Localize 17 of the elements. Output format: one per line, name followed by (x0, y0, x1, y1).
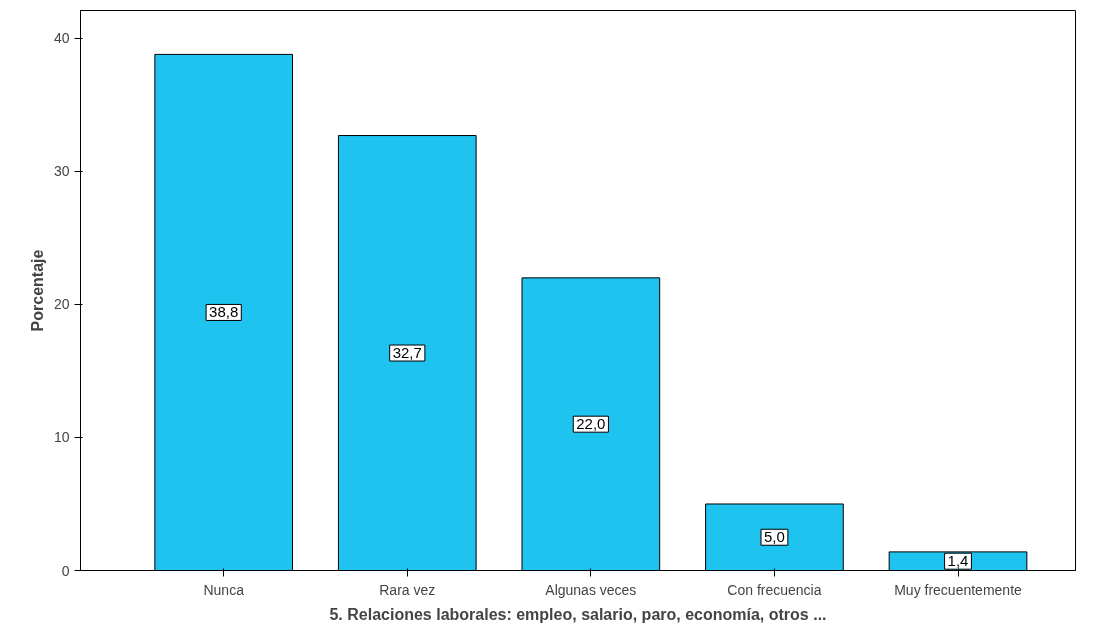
x-tick-label: Rara vez (379, 581, 436, 598)
data-label: 38,8 (209, 303, 239, 321)
data-label: 22,0 (576, 415, 606, 433)
y-tick-label: 30 (53, 163, 70, 180)
x-tick-label: Muy frecuentemente (894, 581, 1023, 598)
data-label: 1,4 (947, 552, 969, 570)
y-tick-label: 10 (53, 429, 70, 446)
x-tick-label: Nunca (203, 581, 245, 598)
data-label: 32,7 (392, 344, 422, 362)
x-tick-label: Con frecuencia (727, 581, 822, 598)
data-label: 5,0 (764, 528, 785, 546)
y-tick-label: 40 (53, 30, 70, 47)
y-axis-title: Porcentaje (28, 249, 46, 332)
y-tick-label: 0 (61, 562, 70, 579)
x-tick-label: Algunas veces (545, 581, 637, 598)
y-tick-label: 20 (53, 296, 70, 313)
x-axis-title: 5. Relaciones laborales: empleo, salario, paro, economía, otros ... (329, 605, 827, 623)
